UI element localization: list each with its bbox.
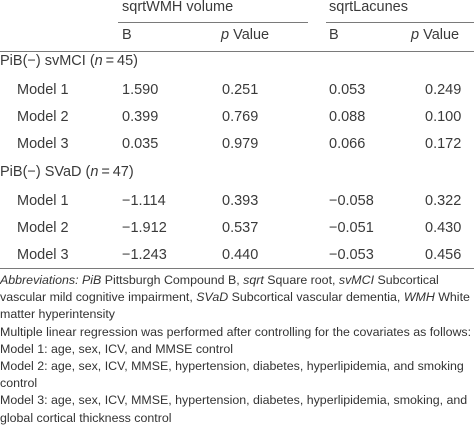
- abbr-term: svMCI: [338, 273, 375, 287]
- abbr-definition: Subcortical vascular dementia,: [228, 290, 404, 305]
- abbr-definition: Subcortical vascular mild cognitive impa…: [0, 273, 439, 305]
- header-b-wmh: B: [122, 27, 132, 43]
- section-label-svad-prefix: PiB(−) SVaD (: [0, 164, 91, 180]
- header-row-columns: B p Value B p Value: [0, 20, 474, 50]
- p-wmh-value: 0.251: [222, 82, 259, 98]
- header-p-lacunes: p Value: [411, 20, 459, 50]
- abbreviations-heading: Abbreviations:: [0, 273, 79, 287]
- p-wmh-value: 0.537: [222, 220, 259, 236]
- header-p-wmh-rest: Value: [229, 27, 270, 43]
- b-wmh-value: −1.114: [122, 193, 166, 209]
- table-row: Model 1 1.590 0.251 0.053 0.249: [0, 75, 474, 105]
- table-footnotes: Abbreviations: PiB Pittsburgh Compound B…: [0, 272, 474, 427]
- model-label: Model 1: [17, 193, 69, 209]
- table-row: Model 3 0.035 0.979 0.066 0.172: [0, 129, 474, 159]
- model-note: Model 1: age, sex, ICV, and MMSE control: [0, 341, 234, 356]
- section-label-svad: PiB(−) SVaD (n = 47): [0, 157, 474, 187]
- header-b-lacunes: B: [329, 27, 339, 43]
- abbreviations-note: Abbreviations: PiB Pittsburgh Compound B…: [0, 272, 474, 324]
- p-lacunes-value: 0.100: [425, 109, 462, 125]
- b-wmh-value: 0.399: [122, 109, 159, 125]
- table-row: Model 1 −1.114 0.393 −0.058 0.322: [0, 186, 474, 216]
- b-wmh-value: −1.243: [122, 247, 167, 263]
- section-label-svmci-text: PiB(−) svMCI (n = 45): [0, 46, 138, 76]
- table-row: Model 3 −1.243 0.440 −0.053 0.456: [0, 240, 474, 270]
- p-lacunes-value: 0.172: [425, 136, 462, 152]
- b-lacunes-value: −0.058: [329, 193, 374, 209]
- header-group-lacunes: sqrtLacunes: [329, 0, 408, 15]
- b-lacunes-value: −0.053: [329, 247, 374, 263]
- p-wmh-value: 0.440: [222, 247, 259, 263]
- header-row-groups: sqrtWMH volume sqrtLacunes: [0, 0, 474, 20]
- p-wmh-value: 0.393: [222, 193, 259, 209]
- section-label-svad-suffix: = 47): [98, 164, 134, 180]
- b-lacunes-value: 0.088: [329, 109, 366, 125]
- b-wmh-value: 1.590: [122, 82, 159, 98]
- header-p-lacunes-p: p: [411, 27, 420, 43]
- abbr-definition: Square root,: [263, 273, 339, 287]
- model-label: Model 3: [17, 247, 69, 263]
- p-lacunes-value: 0.456: [425, 247, 462, 263]
- abbr-term: SVaD: [196, 290, 229, 305]
- model-note: Model 2: age, sex, ICV, MMSE, hypertensi…: [0, 359, 464, 391]
- model-note: Model 3: age, sex, ICV, MMSE, hypertensi…: [0, 393, 468, 425]
- regression-note: Multiple linear regression was performed…: [0, 324, 472, 339]
- p-wmh-value: 0.769: [222, 109, 259, 125]
- b-wmh-value: 0.035: [122, 136, 159, 152]
- b-wmh-value: −1.912: [122, 220, 167, 236]
- section-label-svmci-suffix: = 45): [102, 53, 138, 69]
- section-label-svmci: PiB(−) svMCI (n = 45): [0, 46, 474, 76]
- regression-table: sqrtWMH volume sqrtLacunes B p Value B p…: [0, 0, 474, 269]
- header-rule: [0, 51, 474, 52]
- model-label: Model 2: [17, 109, 69, 125]
- section-label-svmci-prefix: PiB(−) svMCI (: [0, 53, 95, 69]
- section-label-svad-n: n: [90, 164, 99, 180]
- abbr-term: WMH: [403, 290, 435, 305]
- header-p-lacunes-rest: Value: [419, 27, 460, 43]
- p-lacunes-value: 0.430: [425, 220, 462, 236]
- section-label-svad-text: PiB(−) SVaD (n = 47): [0, 157, 134, 187]
- p-wmh-value: 0.979: [222, 136, 259, 152]
- header-group-wmh: sqrtWMH volume: [122, 0, 234, 15]
- section-label-svmci-n: n: [94, 53, 103, 69]
- p-lacunes-value: 0.249: [425, 82, 462, 98]
- table-bottom-rule: [0, 268, 474, 269]
- b-lacunes-value: 0.066: [329, 136, 366, 152]
- b-lacunes-value: −0.051: [329, 220, 374, 236]
- group-underline-lacunes: [326, 22, 474, 23]
- abbr-definition: Pittsburgh Compound B,: [101, 273, 244, 287]
- model-label: Model 3: [17, 136, 69, 152]
- abbr-definition: White matter hyperintensity: [0, 290, 470, 322]
- group-underline-wmh: [118, 22, 308, 23]
- abbr-term: PiB: [81, 273, 102, 287]
- header-p-wmh: p Value: [221, 20, 269, 50]
- model-label: Model 2: [17, 220, 69, 236]
- b-lacunes-value: 0.053: [329, 82, 366, 98]
- model-label: Model 1: [17, 82, 69, 98]
- table-row: Model 2 −1.912 0.537 −0.051 0.430: [0, 213, 474, 243]
- table-row: Model 2 0.399 0.769 0.088 0.100: [0, 102, 474, 132]
- p-lacunes-value: 0.322: [425, 193, 462, 209]
- header-p-wmh-p: p: [221, 27, 230, 43]
- abbr-term: sqrt: [243, 273, 264, 287]
